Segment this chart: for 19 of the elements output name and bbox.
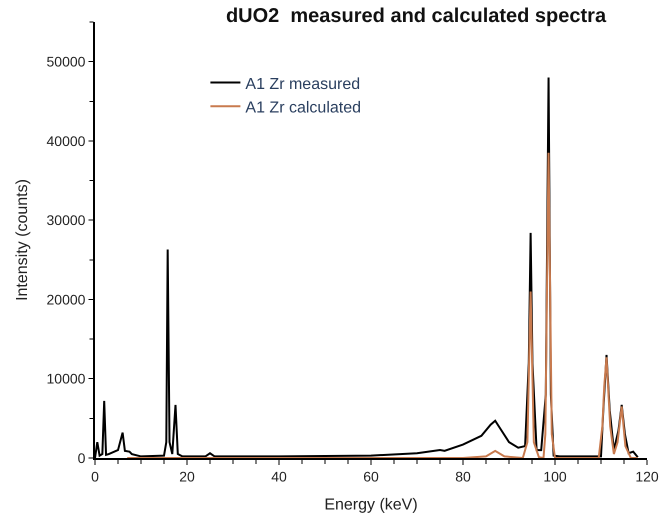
y-axis-title: Intensity (counts) [14, 179, 31, 301]
x-tick-label: 60 [363, 468, 379, 485]
x-axis-title: Energy (keV) [324, 496, 418, 514]
y-tick-label: 40000 [46, 132, 86, 149]
x-tick-label: 20 [179, 468, 195, 485]
y-tick-label: 0 [78, 450, 86, 466]
x-tick-label: 0 [91, 468, 100, 485]
x-tick-label: 80 [455, 468, 471, 485]
x-tick-label: 40 [271, 468, 287, 485]
y-tick-label: 30000 [46, 212, 86, 228]
x-tick-label: 120 [635, 468, 659, 485]
x-tick-label: 100 [543, 468, 567, 485]
line-series [126, 152, 639, 458]
y-tick-label: 50000 [46, 54, 86, 70]
y-tick-label: 20000 [46, 291, 86, 308]
y-tick-label: 10000 [46, 370, 86, 387]
legend-label: A1 Zr calculated [245, 100, 362, 117]
legend-label: A1 Zr measured [245, 76, 360, 93]
chart-title: dUO2 measured and calculated spectra [226, 4, 607, 27]
